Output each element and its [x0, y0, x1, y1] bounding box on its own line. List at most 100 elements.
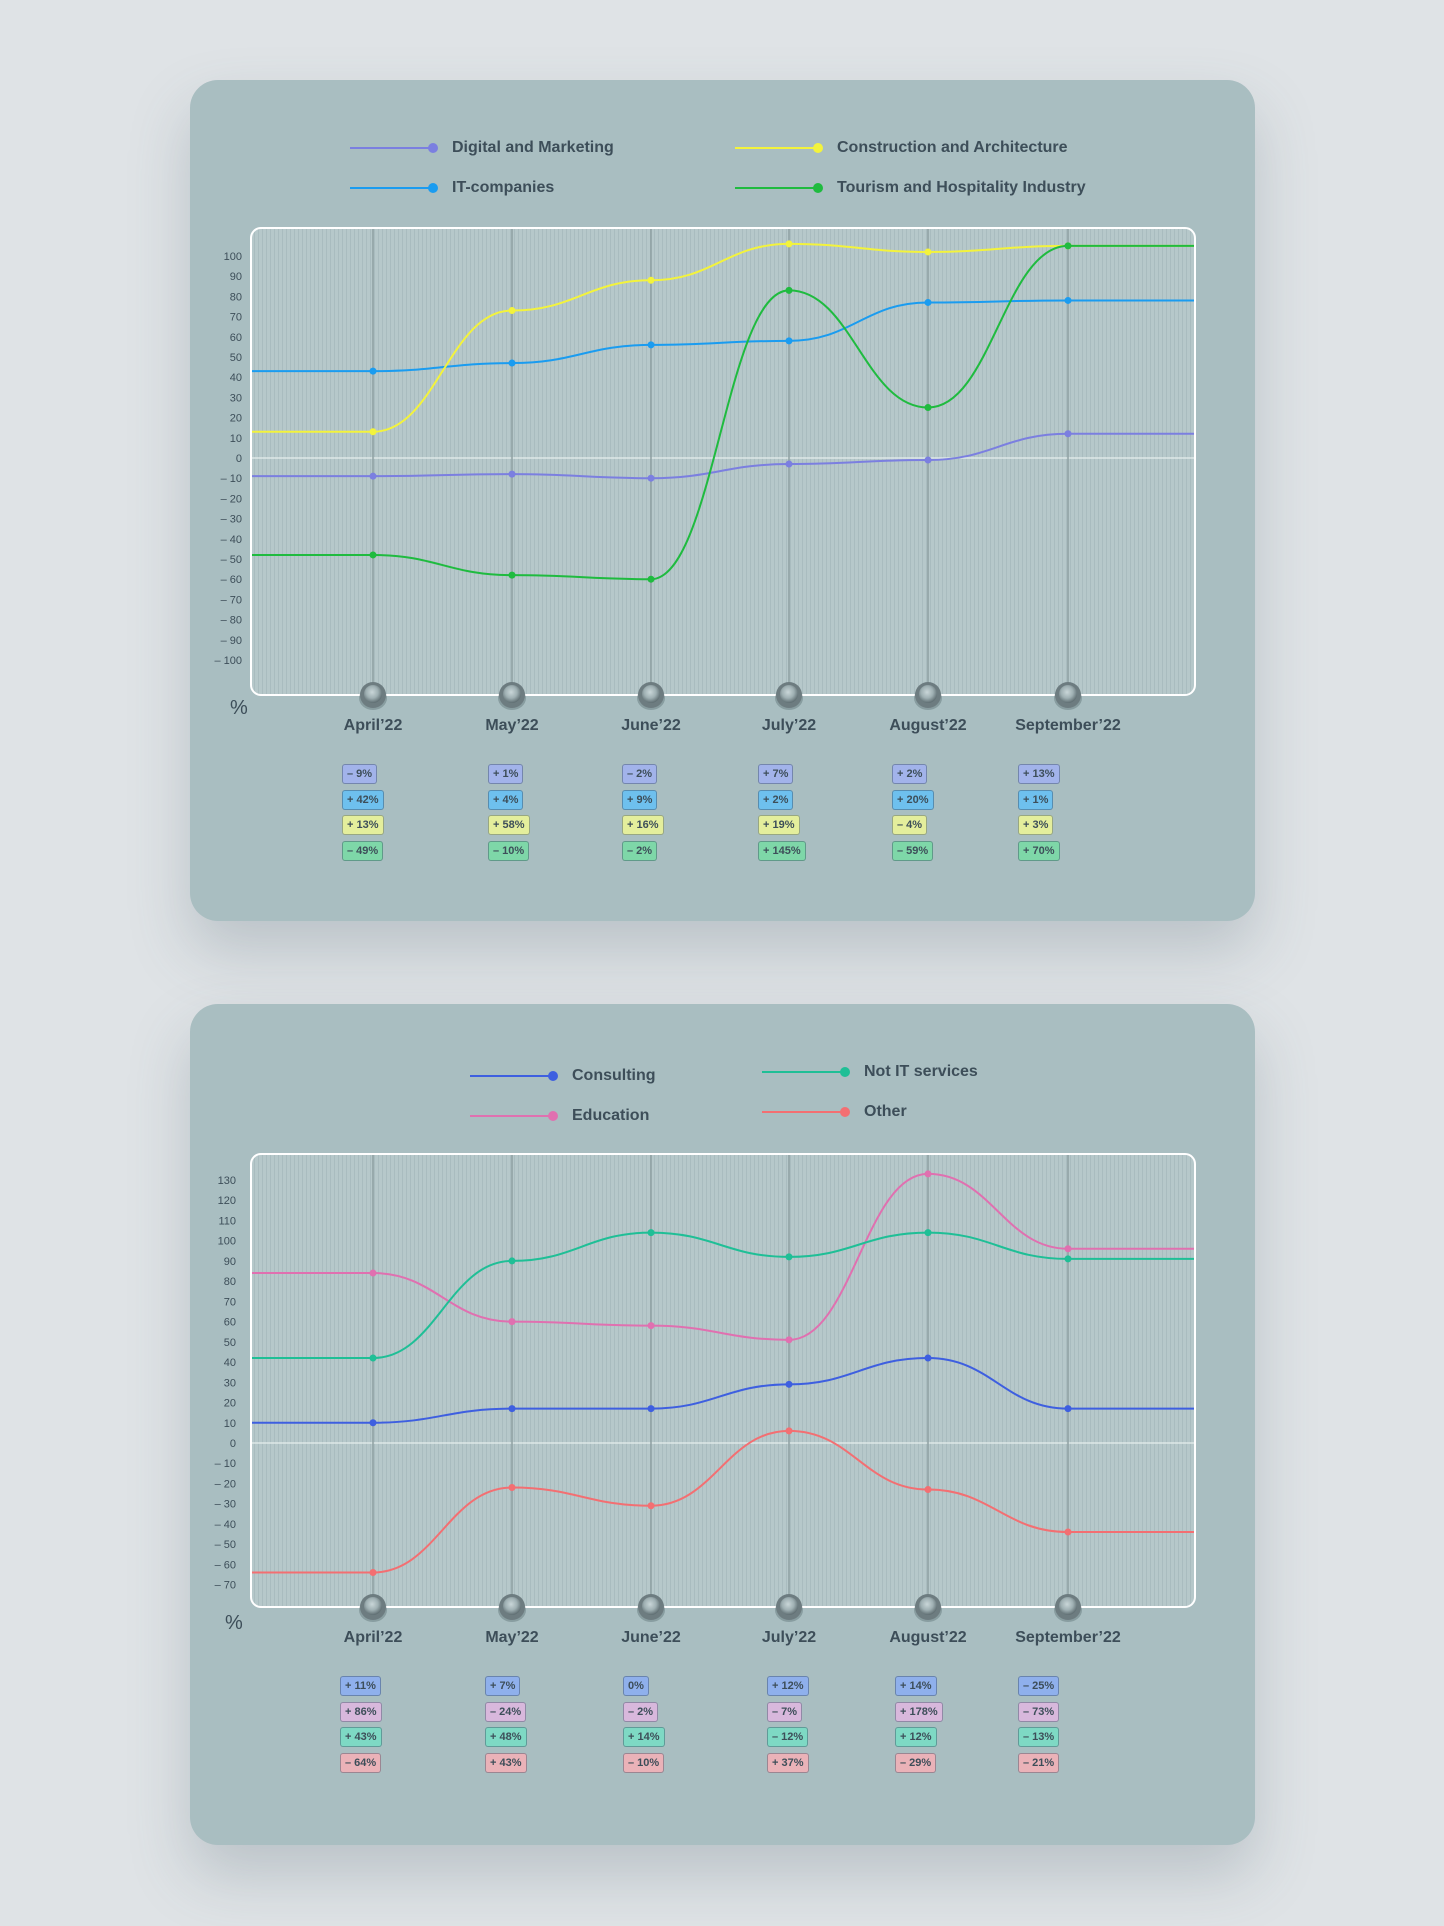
y-tick-label: – 10	[215, 1458, 236, 1470]
data-point[interactable]	[785, 240, 793, 248]
data-point[interactable]	[1064, 1405, 1072, 1413]
legend-item-tourism-hospitality[interactable]: Tourism and Hospitality Industry	[735, 178, 1086, 198]
change-badge: – 29%	[895, 1752, 937, 1773]
data-point[interactable]	[1064, 430, 1072, 438]
y-tick-label: 80	[230, 291, 242, 303]
data-point[interactable]	[508, 470, 516, 478]
change-badge: + 1%	[488, 764, 524, 784]
data-point[interactable]	[924, 1486, 932, 1494]
data-point[interactable]	[924, 404, 932, 411]
data-point[interactable]	[785, 286, 793, 294]
data-point[interactable]	[647, 1405, 655, 1413]
data-point[interactable]	[924, 248, 932, 256]
change-badge: – 12%	[767, 1727, 809, 1747]
data-point[interactable]	[508, 571, 516, 579]
legend-line-icon	[762, 1111, 842, 1113]
data-point[interactable]	[785, 1380, 793, 1388]
legend-line-icon	[350, 187, 430, 189]
y-tick-label: 20	[224, 1398, 236, 1410]
data-point[interactable]	[508, 307, 516, 315]
series-line	[252, 1429, 1194, 1574]
change-badge: – 24%	[485, 1701, 527, 1722]
data-point[interactable]	[508, 359, 516, 367]
y-tick-label: – 20	[221, 493, 242, 505]
change-badge: – 10%	[488, 840, 530, 861]
data-point[interactable]	[785, 337, 793, 345]
legend-dot-icon	[840, 1107, 850, 1117]
change-badge: + 13%	[342, 815, 384, 835]
change-badge: + 1%	[1018, 789, 1054, 810]
legend-item-not-it-services[interactable]: Not IT services	[762, 1062, 978, 1082]
data-point[interactable]	[369, 367, 377, 375]
y-tick-label: – 20	[215, 1478, 236, 1490]
data-point[interactable]	[369, 1269, 377, 1277]
change-badge: + 43%	[340, 1727, 382, 1747]
data-point[interactable]	[647, 1322, 655, 1330]
data-point[interactable]	[647, 1502, 655, 1510]
y-tick-label: 50	[224, 1337, 236, 1349]
legend-label: Not IT services	[864, 1063, 978, 1080]
y-axis-unit: %	[230, 697, 248, 719]
y-tick-label: 130	[218, 1175, 236, 1187]
legend-item-education[interactable]: Education	[470, 1106, 649, 1126]
y-tick-label: – 30	[221, 514, 242, 526]
y-tick-label: – 80	[221, 615, 242, 627]
data-point[interactable]	[508, 1405, 516, 1413]
data-point[interactable]	[1064, 1245, 1072, 1253]
data-point[interactable]	[647, 1229, 655, 1237]
y-tick-label: 10	[230, 433, 242, 445]
data-point[interactable]	[369, 1568, 377, 1576]
y-tick-label: – 70	[221, 594, 242, 606]
y-tick-label: 70	[230, 312, 242, 324]
data-point[interactable]	[369, 1354, 377, 1362]
y-tick-label: 50	[230, 352, 242, 364]
change-badge: + 42%	[342, 789, 384, 810]
data-point[interactable]	[508, 1318, 516, 1326]
series-line	[252, 299, 1194, 373]
y-tick-label: 10	[224, 1418, 236, 1430]
legend-item-digital-marketing[interactable]: Digital and Marketing	[350, 138, 614, 158]
data-point[interactable]	[508, 1257, 516, 1265]
data-point[interactable]	[785, 460, 793, 468]
data-point[interactable]	[924, 1354, 932, 1362]
data-point[interactable]	[1064, 296, 1072, 304]
legend-item-other[interactable]: Other	[762, 1102, 907, 1122]
y-tick-label: 40	[224, 1357, 236, 1369]
y-tick-label: 90	[224, 1256, 236, 1268]
legend-item-it-companies[interactable]: IT-companies	[350, 178, 554, 198]
data-point[interactable]	[924, 1229, 932, 1237]
data-point[interactable]	[369, 428, 377, 436]
data-point[interactable]	[1064, 1528, 1072, 1536]
data-point[interactable]	[924, 1170, 932, 1178]
data-point[interactable]	[785, 1253, 793, 1261]
y-tick-label: 40	[230, 372, 242, 384]
change-badge: + 70%	[1018, 840, 1060, 861]
data-point[interactable]	[647, 276, 655, 284]
data-point[interactable]	[785, 1336, 793, 1344]
series-line	[251, 242, 1194, 433]
data-point[interactable]	[924, 456, 932, 464]
y-tick-label: 100	[218, 1236, 236, 1248]
series-line	[252, 1231, 1194, 1360]
change-badge: + 2%	[758, 789, 794, 810]
change-badge: – 25%	[1018, 1676, 1060, 1696]
data-point[interactable]	[369, 472, 377, 480]
change-badge: – 9%	[342, 764, 378, 784]
data-point[interactable]	[1064, 242, 1072, 250]
data-point[interactable]	[647, 474, 655, 482]
legend-label: Education	[572, 1107, 650, 1124]
legend-item-consulting[interactable]: Consulting	[470, 1066, 656, 1086]
data-point[interactable]	[785, 1427, 793, 1435]
data-point[interactable]	[369, 551, 377, 559]
data-point[interactable]	[924, 298, 932, 306]
data-point[interactable]	[647, 341, 655, 349]
data-point[interactable]	[1064, 1255, 1072, 1263]
legend-item-construction-architecture[interactable]: Construction and Architecture	[735, 138, 1068, 158]
data-point[interactable]	[647, 575, 655, 583]
series-line	[252, 1172, 1194, 1341]
change-badge: – 64%	[340, 1752, 382, 1773]
x-axis-month-label: August’22	[889, 1629, 967, 1646]
data-point[interactable]	[369, 1419, 377, 1427]
data-point[interactable]	[508, 1484, 516, 1492]
change-badge: + 19%	[758, 815, 800, 835]
